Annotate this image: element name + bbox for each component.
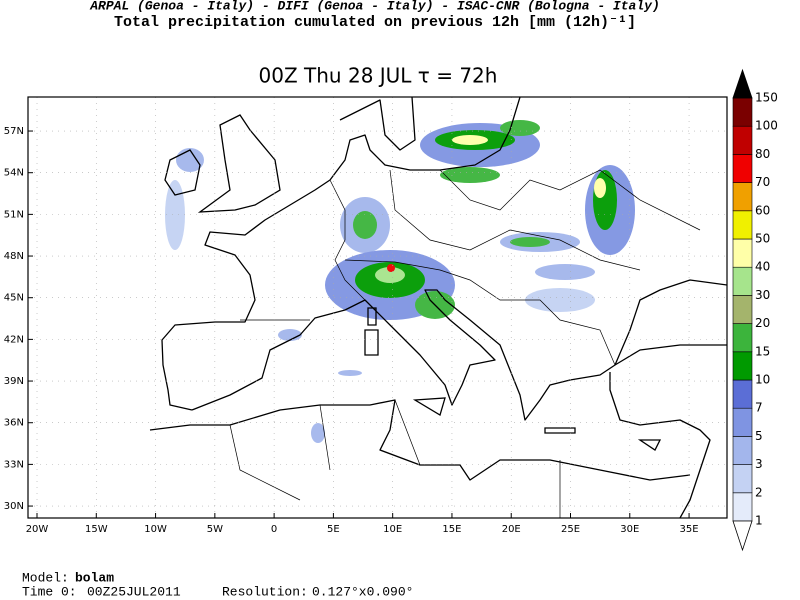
- map-frame: [27, 96, 728, 519]
- footer-label: Model:: [22, 570, 69, 585]
- rain-area: [387, 264, 395, 272]
- y-tick-label: 36N: [4, 418, 24, 429]
- x-tick-label: 20W: [26, 524, 49, 535]
- colorbar-bin: [732, 154, 753, 183]
- colorbar-label: 3: [755, 457, 763, 471]
- colorbar-bin: [732, 464, 753, 494]
- colorbar-bin: [732, 182, 753, 212]
- map-title: 00Z Thu 28 JUL τ = 72h: [259, 64, 498, 88]
- colorbar-label: 20: [755, 316, 770, 330]
- rain-area: [594, 178, 606, 198]
- colorbar-label: 15: [755, 344, 770, 358]
- colorbar-label: 5: [755, 429, 763, 443]
- colorbar-label: 40: [755, 260, 770, 274]
- colorbar-bin: [732, 323, 753, 353]
- init-time: 00Z25JUL2011: [87, 584, 181, 599]
- colorbar-bin: [732, 266, 753, 296]
- y-tick-label: 42N: [4, 334, 24, 345]
- rain-area: [535, 264, 595, 280]
- rain-area: [593, 170, 617, 230]
- colorbar-bin: [732, 238, 753, 268]
- credits: ARPAL (Genoa - Italy) - DIFI (Genoa - It…: [89, 0, 660, 13]
- colorbar-bin: [732, 125, 753, 155]
- borders: [229, 169, 701, 518]
- colorbar-label: 2: [755, 485, 763, 499]
- x-tick-label: 30E: [620, 524, 639, 535]
- x-tick-label: 20E: [502, 524, 521, 535]
- y-tick-label: 30N: [4, 501, 24, 512]
- rain-area: [375, 267, 405, 283]
- colorbar-label: 100: [755, 119, 778, 133]
- rain-area: [525, 288, 595, 312]
- model: bolam: [75, 570, 114, 585]
- rain-area: [278, 329, 302, 341]
- rain-area: [500, 120, 540, 136]
- colorbar-label: 150: [755, 91, 778, 105]
- rain-area: [338, 370, 362, 376]
- colorbar-bin: [732, 97, 753, 127]
- colorbar-label: 60: [755, 203, 770, 217]
- y-tick-label: 54N: [4, 168, 24, 179]
- colorbar-bin: [732, 210, 753, 240]
- x-tick-label: 10E: [383, 524, 402, 535]
- colorbar-bin: [732, 295, 753, 324]
- colorbar-bin: [732, 351, 753, 381]
- colorbar-label: 50: [755, 232, 770, 246]
- colorbar-bin: [732, 379, 753, 409]
- rain-area: [440, 167, 500, 183]
- colorbar-over: [732, 68, 753, 99]
- y-tick-label: 51N: [4, 209, 24, 220]
- colorbar-label: 30: [755, 288, 770, 302]
- colorbar-label: 10: [755, 373, 770, 387]
- footer-label: Time 0:: [22, 584, 77, 599]
- map-layer: [149, 97, 727, 518]
- rain-area: [510, 237, 550, 247]
- colorbar-bin: [732, 436, 753, 465]
- y-tick-label: 48N: [4, 251, 24, 262]
- x-tick-label: 5E: [327, 524, 340, 535]
- y-tick-label: 39N: [4, 376, 24, 387]
- page-title: Total precipitation cumulated on previou…: [114, 14, 636, 31]
- x-tick-label: 15W: [85, 524, 108, 535]
- rain-area: [165, 180, 185, 250]
- grid: [28, 97, 727, 518]
- x-tick-label: 35E: [680, 524, 699, 535]
- colorbar-bin: [732, 407, 753, 437]
- x-tick-label: 15E: [442, 524, 461, 535]
- coastlines: [149, 97, 727, 518]
- colorbar-under: [732, 520, 753, 552]
- x-tick-label: 10W: [144, 524, 167, 535]
- y-tick-label: 57N: [4, 126, 24, 137]
- rain-area: [311, 423, 325, 443]
- colorbar-label: 1: [755, 514, 763, 528]
- colorbar-bin: [732, 492, 753, 522]
- colorbar-label: 70: [755, 175, 770, 189]
- resolution: 0.127°x0.090°: [312, 584, 413, 599]
- footer-label: Resolution:: [222, 584, 308, 599]
- y-tick-label: 45N: [4, 293, 24, 304]
- x-tick-label: 25E: [561, 524, 580, 535]
- x-tick-label: 0: [271, 524, 277, 535]
- rain-area: [452, 135, 488, 145]
- colorbar-label: 7: [755, 401, 763, 415]
- colorbar-label: 80: [755, 147, 770, 161]
- y-tick-label: 33N: [4, 459, 24, 470]
- x-tick-label: 5W: [207, 524, 223, 535]
- rain-area: [353, 211, 377, 239]
